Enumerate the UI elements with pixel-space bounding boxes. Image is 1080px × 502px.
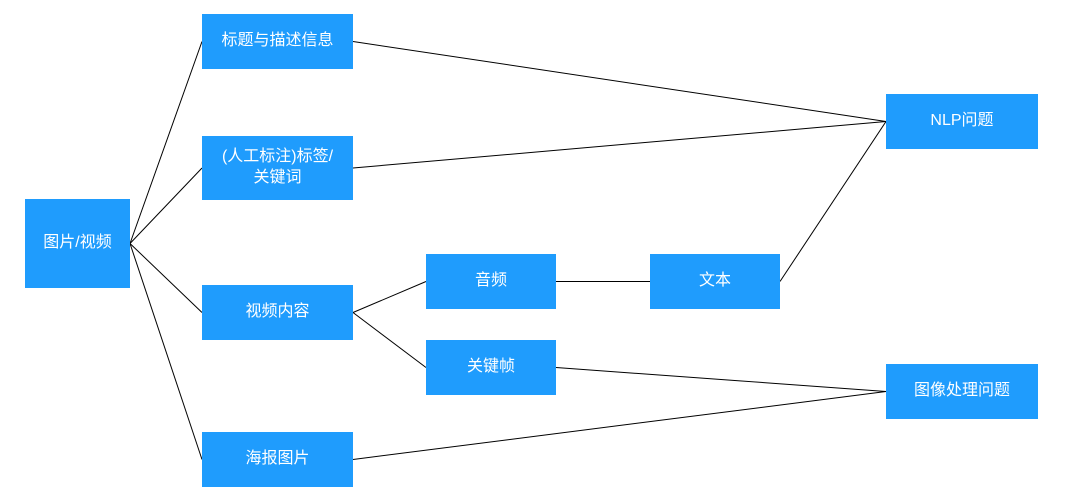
edge-root-tags <box>130 168 202 244</box>
diagram-canvas: 图片/视频 标题与描述信息 (人工标注)标签/ 关键词视频内容海报图片 音频关键帧 文本… <box>0 0 1080 502</box>
node-video: 视频内容 <box>202 285 353 340</box>
node-audio: 音频 <box>426 254 556 309</box>
node-title_desc: 标题与描述信息 <box>202 14 353 69</box>
edge-root-title_desc <box>130 42 202 244</box>
edge-root-poster <box>130 244 202 460</box>
node-keyframe: 关键帧 <box>426 340 556 395</box>
edge-title_desc-nlp <box>353 42 886 122</box>
node-poster: 海报图片 <box>202 432 353 487</box>
edge-poster-imgproc <box>353 392 886 460</box>
edge-layer <box>0 0 1080 502</box>
node-tags: (人工标注)标签/ 关键词 <box>202 136 353 200</box>
node-root: 图片/视频 <box>25 199 130 288</box>
edge-text-nlp <box>780 122 886 282</box>
node-text: 文本 <box>650 254 780 309</box>
edge-video-keyframe <box>353 313 426 368</box>
node-imgproc: 图像处理问题 <box>886 364 1038 419</box>
edge-root-video <box>130 244 202 313</box>
edge-tags-nlp <box>353 122 886 169</box>
edge-keyframe-imgproc <box>556 368 886 392</box>
edge-video-audio <box>353 282 426 313</box>
node-nlp: NLP问题 <box>886 94 1038 149</box>
